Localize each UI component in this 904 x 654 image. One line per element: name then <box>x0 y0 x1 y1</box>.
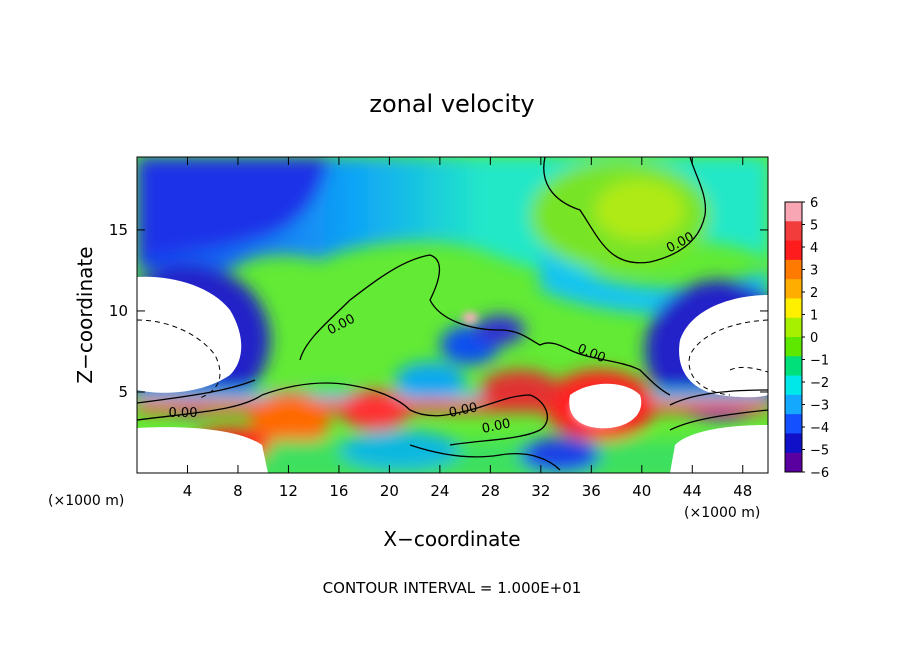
contour-label: 0.00 <box>448 400 479 421</box>
colorbar-swatch <box>785 375 802 396</box>
x-tick-label: 40 <box>632 482 651 500</box>
colorbar-tick-label: 0 <box>810 331 818 346</box>
contour-lines <box>137 157 768 471</box>
colorbar-tick-label: −1 <box>810 354 829 369</box>
x-tick-label: 16 <box>329 482 348 500</box>
colorbar-tick-label: 4 <box>810 241 818 256</box>
chart-title: zonal velocity <box>369 90 534 118</box>
plot-frame <box>136 156 769 474</box>
colorbar-tick-label: −2 <box>810 376 829 391</box>
z-unit-label: (×1000 m) <box>48 493 124 509</box>
colorbar-tick-label: 1 <box>810 309 818 324</box>
colorbar-swatch <box>785 317 802 338</box>
colorbar-tick-label: 3 <box>810 264 818 279</box>
x-tick-label: 8 <box>233 482 243 500</box>
colorbar-tick-label: 2 <box>810 286 818 301</box>
x-tick-label: 44 <box>683 482 702 500</box>
y-tick-label: 15 <box>109 221 128 239</box>
x-tick-label: 20 <box>380 482 399 500</box>
x-tick-label: 48 <box>733 482 752 500</box>
colorbar-swatch <box>785 259 802 280</box>
colorbar-tick-label: −4 <box>810 421 829 436</box>
colorbar-swatch <box>785 394 802 415</box>
colorbar-swatch <box>785 279 802 299</box>
colorbar-tick-label: −3 <box>810 399 829 414</box>
colorbar-swatch <box>785 356 802 377</box>
x-axis-label: X−coordinate <box>383 527 520 551</box>
colorbar: 6 5 4 3 2 1 0 −1 −2 −3 −4 −5 −6 <box>784 196 829 481</box>
colorbar-tick-label: 5 <box>810 219 818 234</box>
colorbar-swatch <box>785 433 802 454</box>
colorbar-swatch <box>785 298 802 319</box>
colorbar-swatch <box>785 414 802 434</box>
x-tick-label: 36 <box>582 482 601 500</box>
x-axis: 4 8 12 16 20 24 28 32 36 40 44 48 <box>183 157 752 500</box>
colorbar-swatch <box>785 202 802 222</box>
colorbar-tick-label: −6 <box>810 466 829 481</box>
y-axis: 5 10 15 <box>109 221 768 401</box>
y-axis-label: Z−coordinate <box>73 246 97 383</box>
heatmap-field <box>137 157 768 473</box>
x-tick-label: 12 <box>279 482 298 500</box>
colorbar-tick-label: −5 <box>810 444 829 459</box>
x-tick-label: 24 <box>430 482 449 500</box>
contour-label: 0.00 <box>481 416 512 437</box>
y-tick-label: 5 <box>118 383 128 401</box>
x-tick-label: 4 <box>183 482 193 500</box>
y-tick-label: 10 <box>109 302 128 320</box>
x-tick-label: 32 <box>531 482 550 500</box>
colorbar-tick-label: 6 <box>810 196 818 211</box>
x-tick-label: 28 <box>481 482 500 500</box>
colorbar-swatch <box>785 221 802 242</box>
contour-dashed <box>137 319 768 399</box>
colorbar-swatch <box>785 452 802 473</box>
contour-label: 0.00 <box>169 406 198 421</box>
x-unit-label: (×1000 m) <box>684 505 760 521</box>
contour-interval-label: CONTOUR INTERVAL = 1.000E+01 <box>323 579 582 597</box>
colorbar-swatch <box>785 337 802 357</box>
colorbar-swatch <box>785 240 802 261</box>
